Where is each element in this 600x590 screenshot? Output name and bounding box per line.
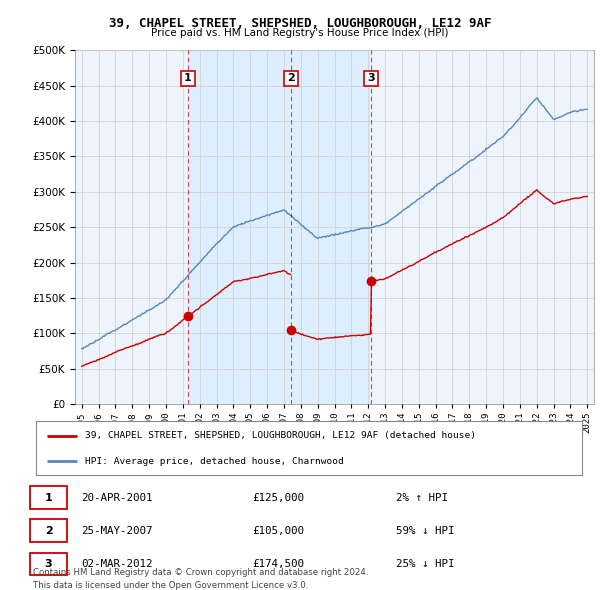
Text: 2: 2 bbox=[287, 74, 295, 83]
FancyBboxPatch shape bbox=[30, 519, 67, 542]
Text: 25-MAY-2007: 25-MAY-2007 bbox=[81, 526, 152, 536]
Text: £125,000: £125,000 bbox=[252, 493, 304, 503]
Text: 59% ↓ HPI: 59% ↓ HPI bbox=[396, 526, 455, 536]
Text: £174,500: £174,500 bbox=[252, 559, 304, 569]
Text: Contains HM Land Registry data © Crown copyright and database right 2024.: Contains HM Land Registry data © Crown c… bbox=[33, 568, 368, 576]
Text: 02-MAR-2012: 02-MAR-2012 bbox=[81, 559, 152, 569]
Text: 20-APR-2001: 20-APR-2001 bbox=[81, 493, 152, 503]
FancyBboxPatch shape bbox=[30, 552, 67, 575]
Text: 25% ↓ HPI: 25% ↓ HPI bbox=[396, 559, 455, 569]
Bar bbox=[188, 50, 371, 404]
Text: 1: 1 bbox=[184, 74, 192, 83]
Text: HPI: Average price, detached house, Charnwood: HPI: Average price, detached house, Char… bbox=[85, 457, 344, 466]
Text: 3: 3 bbox=[367, 74, 375, 83]
FancyBboxPatch shape bbox=[30, 486, 67, 509]
Text: This data is licensed under the Open Government Licence v3.0.: This data is licensed under the Open Gov… bbox=[33, 581, 308, 590]
Text: 39, CHAPEL STREET, SHEPSHED, LOUGHBOROUGH, LE12 9AF (detached house): 39, CHAPEL STREET, SHEPSHED, LOUGHBOROUG… bbox=[85, 431, 476, 440]
Text: 1: 1 bbox=[45, 493, 52, 503]
Text: 3: 3 bbox=[45, 559, 52, 569]
Text: 39, CHAPEL STREET, SHEPSHED, LOUGHBOROUGH, LE12 9AF: 39, CHAPEL STREET, SHEPSHED, LOUGHBOROUG… bbox=[109, 17, 491, 30]
Text: Price paid vs. HM Land Registry's House Price Index (HPI): Price paid vs. HM Land Registry's House … bbox=[151, 28, 449, 38]
Text: 2% ↑ HPI: 2% ↑ HPI bbox=[396, 493, 448, 503]
Text: 2: 2 bbox=[45, 526, 52, 536]
Text: £105,000: £105,000 bbox=[252, 526, 304, 536]
